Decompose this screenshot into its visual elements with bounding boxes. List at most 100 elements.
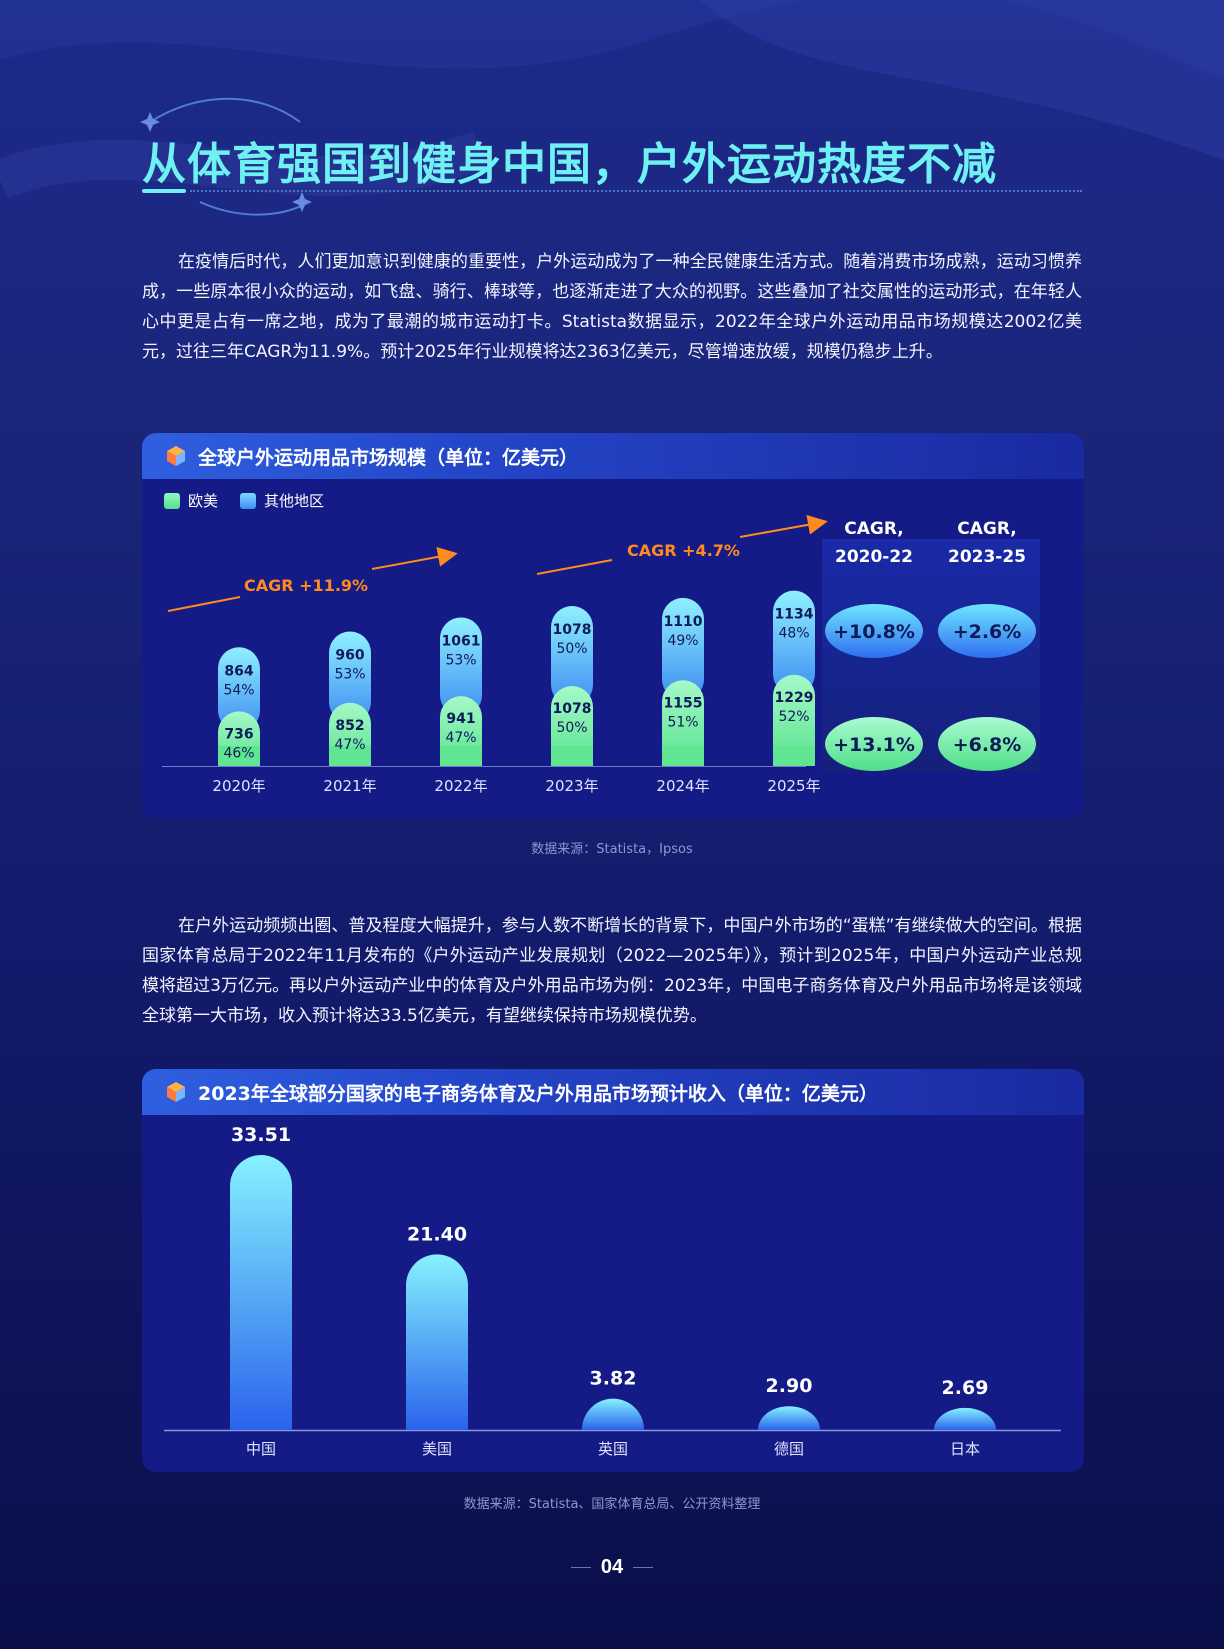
- bar-base: [662, 746, 704, 766]
- data-label-share: 46%: [223, 745, 254, 761]
- data-label-value: 1134: [775, 607, 814, 623]
- x-tick-label: 美国: [422, 1440, 452, 1458]
- data-label: 33.51: [231, 1124, 291, 1146]
- ecommerce-revenue-chart-panel: 2023年全球部分国家的电子商务体育及户外用品市场预计收入（单位：亿美元） 33…: [142, 1069, 1084, 1472]
- data-label-share: 47%: [445, 730, 476, 746]
- title-sparkle-decoration: [140, 97, 312, 216]
- cagr-table-header: 2023-25: [948, 547, 1026, 567]
- bar: [406, 1254, 468, 1430]
- page-number: 04: [0, 1556, 1224, 1579]
- data-label-value: 736: [224, 726, 253, 742]
- data-label-value: 1078: [553, 701, 592, 717]
- cagr-pill: [825, 717, 923, 771]
- bar: [758, 1406, 820, 1430]
- bar-segment-other-regions: [551, 606, 593, 707]
- page-title: 从体育强国到健身中国，户外运动热度不减: [142, 139, 997, 190]
- data-label-share: 54%: [223, 682, 254, 698]
- bar: [582, 1398, 644, 1430]
- cagr-pill: [938, 717, 1036, 771]
- x-tick-label: 2024年: [656, 777, 709, 795]
- cagr-arrow: [371, 546, 458, 570]
- legend-item-other-regions: 其他地区: [240, 490, 324, 511]
- x-tick-label: 中国: [246, 1440, 276, 1458]
- chart-header: 全球户外运动用品市场规模（单位：亿美元）: [142, 433, 1084, 479]
- cagr-value: +13.1%: [833, 734, 915, 756]
- cagr-value: +6.8%: [953, 734, 1022, 756]
- data-label-share: 50%: [556, 641, 587, 657]
- bar: [934, 1407, 996, 1430]
- x-tick-label: 2025年: [767, 777, 820, 795]
- x-tick-label: 英国: [598, 1440, 628, 1458]
- legend-swatch-blue: [240, 492, 257, 509]
- data-label-value: 1078: [553, 622, 592, 638]
- bar-base: [329, 746, 371, 766]
- data-label-share: 50%: [556, 720, 587, 736]
- cagr-table-header: CAGR,: [957, 519, 1016, 539]
- x-tick-label: 2020年: [212, 777, 265, 795]
- x-tick-label: 德国: [774, 1440, 804, 1458]
- bar-base: [551, 746, 593, 766]
- x-tick-label: 2021年: [323, 777, 376, 795]
- data-label: 2.90: [766, 1375, 813, 1397]
- chart-title: 2023年全球部分国家的电子商务体育及户外用品市场预计收入（单位：亿美元）: [198, 1082, 878, 1105]
- legend-label: 欧美: [188, 492, 219, 510]
- data-label-share: 53%: [334, 667, 365, 683]
- chart-legend: 欧美 其他地区: [164, 490, 324, 511]
- chart-source-1: 数据来源：Statista，Ipsos: [531, 842, 693, 857]
- page-number-text: 04: [600, 1556, 624, 1578]
- body-paragraph: 在户外运动频频出圈、普及程度大幅提升，参与人数不断增长的背景下，中国户外市场的“…: [142, 916, 1082, 1026]
- chart-header: 2023年全球部分国家的电子商务体育及户外用品市场预计收入（单位：亿美元）: [142, 1069, 1084, 1115]
- data-label-share: 47%: [334, 737, 365, 753]
- data-label-share: 53%: [445, 652, 476, 668]
- bar-base: [218, 746, 260, 766]
- data-label-share: 52%: [778, 709, 809, 725]
- legend-item-europe-america: 欧美: [164, 490, 218, 511]
- legend-swatch-green: [164, 492, 180, 509]
- x-tick-label: 2022年: [434, 777, 487, 795]
- data-label-value: 960: [335, 648, 364, 664]
- data-label: 21.40: [407, 1223, 467, 1245]
- bar-segment-other-regions: [773, 590, 815, 695]
- data-label: 3.82: [590, 1368, 637, 1390]
- cagr-annotation: CAGR +4.7%: [627, 541, 740, 560]
- legend-label: 其他地区: [264, 492, 325, 510]
- cagr-arrow-line: [536, 559, 613, 575]
- data-label-value: 864: [224, 663, 253, 679]
- cagr-value: +10.8%: [833, 621, 915, 643]
- bar-segment-europe-america: [773, 674, 815, 766]
- bar-base: [440, 746, 482, 766]
- title-underline: [142, 189, 1082, 193]
- data-label-value: 852: [335, 718, 364, 734]
- bar-segment-europe-america: [662, 680, 704, 766]
- bar-segment-other-regions: [329, 631, 371, 723]
- chart-source-2: 数据来源：Statista、国家体育总局、公开资料整理: [463, 1497, 761, 1512]
- bar-segment-other-regions: [218, 647, 260, 732]
- cagr-arrow-line: [167, 596, 241, 612]
- stacked-bar-chart: 864 54% 736 46% 2020年 960 53% 852 47% 2021年 1061 53…: [162, 514, 1040, 795]
- intro-paragraph: 在疫情后时代，人们更加意识到健康的重要性，户外运动成为了一种全民健康生活方式。随…: [142, 252, 1082, 362]
- bar-segment-other-regions: [662, 597, 704, 701]
- cagr-pill: [825, 604, 923, 658]
- cagr-annotation: CAGR +11.9%: [244, 576, 368, 595]
- cagr-arrow: [739, 514, 828, 538]
- chart-title: 全球户外运动用品市场规模（单位：亿美元）: [198, 446, 579, 469]
- data-label-value: 1061: [442, 633, 481, 649]
- bar-segment-other-regions: [440, 617, 482, 717]
- data-label-value: 941: [446, 711, 475, 727]
- cagr-table-header: 2020-22: [835, 547, 913, 567]
- x-tick-label: 2023年: [545, 777, 598, 795]
- market-size-chart-panel: 全球户外运动用品市场规模（单位：亿美元） 欧美 其他地区: [142, 433, 1084, 818]
- x-tick-label: 日本: [950, 1440, 980, 1458]
- data-label-share: 48%: [778, 626, 809, 642]
- data-label-value: 1110: [664, 614, 703, 630]
- data-label-value: 1229: [775, 690, 814, 706]
- background-waves: [0, 0, 1224, 199]
- data-label: 2.69: [942, 1377, 989, 1399]
- data-label-share: 49%: [667, 633, 698, 649]
- bar: [230, 1155, 292, 1430]
- cagr-table-header: CAGR,: [844, 519, 903, 539]
- cube-icon: [167, 1082, 185, 1102]
- data-label-value: 1155: [664, 695, 703, 711]
- cagr-pill: [938, 604, 1036, 658]
- data-label-share: 51%: [667, 714, 698, 730]
